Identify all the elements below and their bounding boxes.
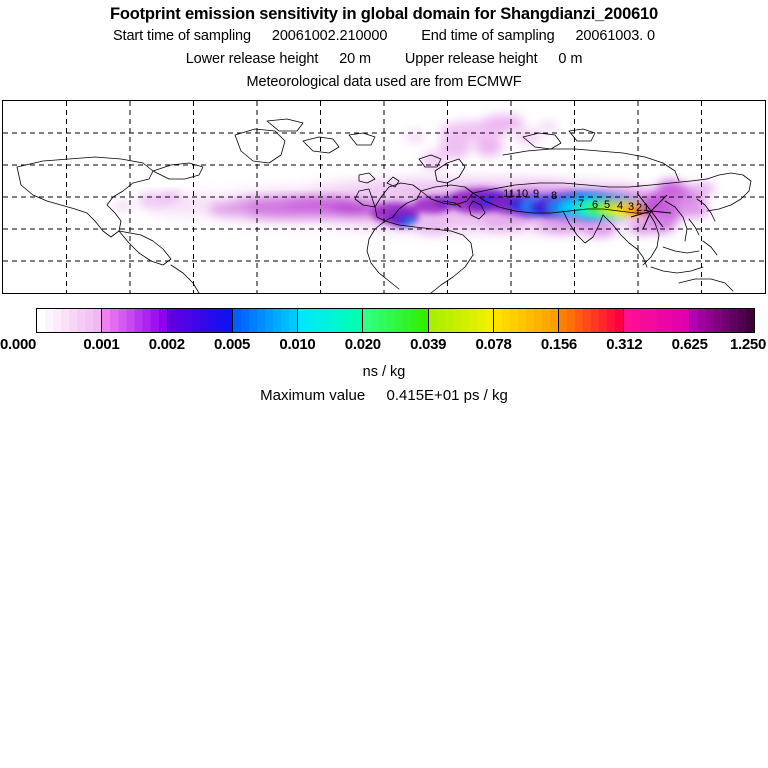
end-time-label: End time of sampling	[421, 28, 555, 44]
svg-text:4: 4	[617, 200, 623, 212]
maximum-value-line: Maximum value 0.415E+01 ps / kg	[0, 387, 768, 404]
colorbar-segment-6	[428, 309, 494, 332]
colorbar-segment-2	[167, 309, 233, 332]
colorbar-tick-3: 0.005	[214, 336, 251, 353]
colorbar-tick-2: 0.002	[148, 336, 185, 353]
svg-text:9: 9	[533, 188, 539, 200]
colorbar-tick-6: 0.039	[410, 336, 447, 353]
colorbar-segment-1	[102, 309, 168, 332]
svg-text:8: 8	[551, 190, 557, 202]
colorbar-segment-0	[37, 309, 103, 332]
svg-text:7: 7	[578, 198, 584, 210]
colorbar-segment-8	[559, 309, 625, 332]
maximum-value-number: 0.415E+01 ps / kg	[386, 387, 508, 404]
colorbar-tick-11: 1.250	[729, 336, 766, 353]
upper-release-height-label: Upper release height	[404, 51, 538, 67]
maximum-value-label: Maximum value	[260, 387, 366, 404]
map-plot-area: 11 10 9 8 7 6 5 4 3 2 1	[2, 100, 766, 294]
start-time-value: 20061002.210000	[271, 28, 388, 44]
release-height-line: Lower release height 20 m Upper release …	[0, 48, 768, 71]
upper-release-height-value: 0 m	[558, 51, 583, 67]
colorbar-tick-9: 0.312	[606, 336, 643, 353]
trajectory-day-markers: 11 10 9 8 7 6 5 4 3 2 1	[503, 188, 672, 230]
colorbar-tick-10: 0.625	[671, 336, 708, 353]
colorbar-segment-3	[232, 309, 299, 332]
colorbar-segment-9	[624, 309, 690, 332]
lower-release-height-value: 20 m	[339, 51, 372, 67]
colorbar-tick-labels: 0.000 0.001 0.002 0.005 0.010 0.020 0.039 0.078…	[0, 336, 768, 358]
meteo-source-line: Meteorological data used are from ECMWF	[246, 74, 522, 90]
svg-text:1: 1	[643, 202, 649, 214]
svg-text:6: 6	[592, 199, 598, 211]
start-time-label: Start time of sampling	[112, 28, 251, 44]
svg-text:11: 11	[503, 188, 514, 200]
colorbar-segment-5	[363, 309, 429, 332]
svg-text:5: 5	[604, 199, 610, 211]
svg-text:2: 2	[636, 202, 642, 214]
colorbar-tick-7: 0.078	[475, 336, 512, 353]
colorbar-tick-1: 0.001	[83, 336, 120, 353]
plume-heatmap	[114, 115, 715, 237]
release-point-marker	[630, 192, 672, 230]
colorbar-segment-4	[298, 309, 364, 332]
colorbar-tick-8: 0.156	[540, 336, 577, 353]
svg-text:10: 10	[516, 188, 528, 200]
colorbar-tick-5: 0.020	[344, 336, 381, 353]
colorbar-tick-0: 0.000	[0, 336, 37, 353]
lat-lon-gridlines	[3, 101, 765, 293]
colorbar-segment-10	[689, 309, 754, 332]
colorbar-unit-label: ns / kg	[362, 364, 406, 380]
lower-release-height-label: Lower release height	[185, 51, 319, 67]
colorbar-tick-4: 0.010	[279, 336, 316, 353]
end-time-value: 20061003. 0	[575, 28, 656, 44]
svg-text:3: 3	[628, 201, 634, 213]
colorbar-segment-7	[493, 309, 560, 332]
colorbar-gradient	[36, 308, 755, 333]
sampling-time-line: Start time of sampling 20061002.210000 E…	[0, 25, 768, 48]
plot-header: Footprint emission sensitivity in global…	[0, 0, 768, 94]
colorbar: 0.000 0.001 0.002 0.005 0.010 0.020 0.039 0.078…	[0, 302, 768, 362]
page-title: Footprint emission sensitivity in global…	[109, 5, 659, 23]
